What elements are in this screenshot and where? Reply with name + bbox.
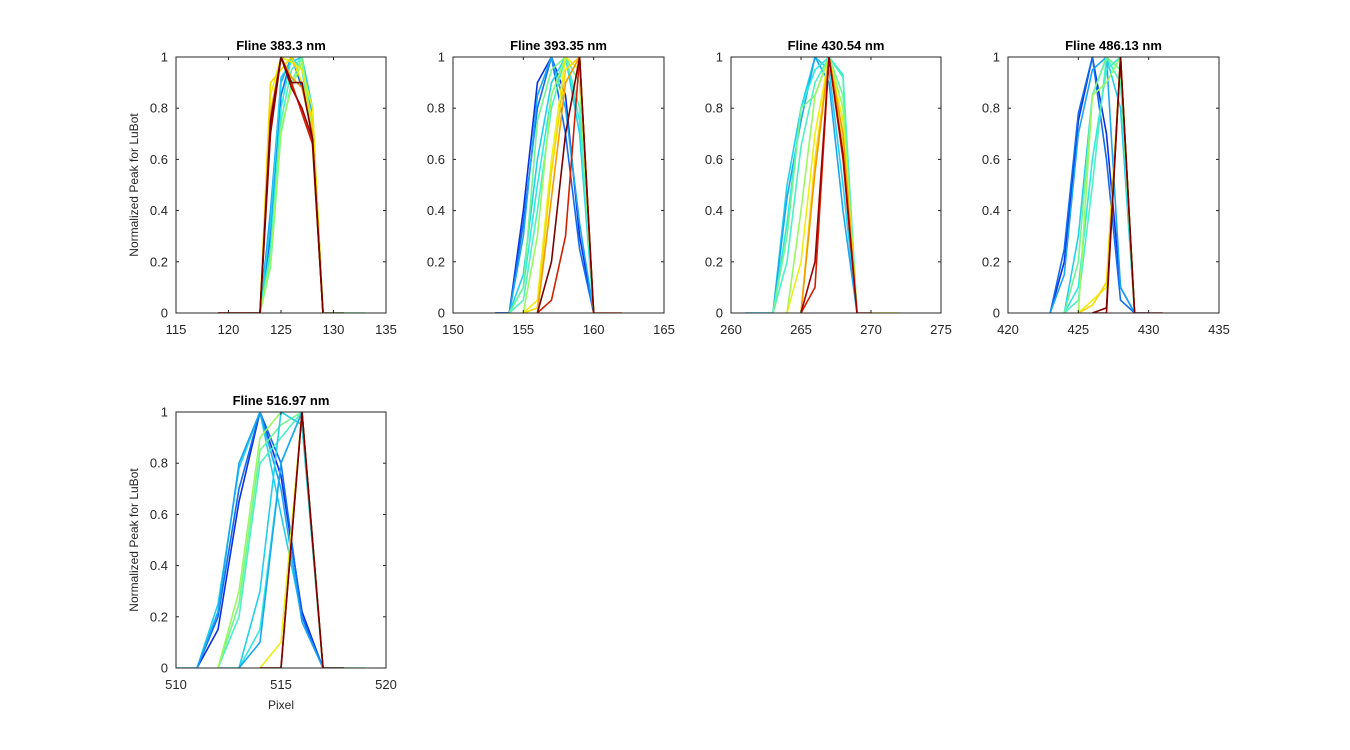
series-group xyxy=(1049,57,1163,313)
series-group xyxy=(176,412,365,668)
y-tick-label: 0.8 xyxy=(705,101,723,116)
y-tick-label: 0 xyxy=(438,306,445,321)
y-tick-label: 0 xyxy=(161,661,168,676)
x-tick-label: 165 xyxy=(653,322,675,337)
series-line-13 xyxy=(218,57,344,313)
y-tick-label: 0.2 xyxy=(150,254,168,269)
subplot-title: Fline 383.3 nm xyxy=(236,38,326,53)
x-tick-label: 155 xyxy=(512,322,534,337)
y-axis-label: Normalized Peak for LuBot xyxy=(127,113,141,257)
y-tick-label: 0.8 xyxy=(150,101,168,116)
series-line-10 xyxy=(259,57,324,313)
y-tick-label: 0.6 xyxy=(150,507,168,522)
subplot-title: Fline 486.13 nm xyxy=(1065,38,1162,53)
y-tick-label: 1 xyxy=(993,50,1000,65)
y-tick-label: 0.2 xyxy=(705,254,723,269)
y-tick-label: 1 xyxy=(161,405,168,420)
y-tick-label: 0.4 xyxy=(982,203,1000,218)
y-tick-label: 0.4 xyxy=(150,558,168,573)
subplot-title: Fline 430.54 nm xyxy=(788,38,885,53)
subplot-2: 150 155 160 165 0 0.2 0.4 0.6 0.8 1 Fline 393.35 n… xyxy=(427,38,675,337)
subplot-4: 420 425 430 435 0 0.2 0.4 0.6 0.8 1 Fline 486.13 n… xyxy=(982,38,1230,337)
series-group xyxy=(218,57,365,313)
y-tick-label: 0.6 xyxy=(427,152,445,167)
series-line-4 xyxy=(1063,57,1149,313)
x-axis-label: Pixel xyxy=(268,698,294,712)
series-line-4 xyxy=(772,57,858,313)
x-tick-label: 520 xyxy=(375,677,397,692)
x-tick-label: 430 xyxy=(1138,322,1160,337)
y-tick-label: 0.2 xyxy=(150,609,168,624)
axes-box xyxy=(452,56,665,314)
y-tick-label: 0.2 xyxy=(982,254,1000,269)
series-line-3 xyxy=(1049,57,1136,313)
y-tick-label: 0.4 xyxy=(705,203,723,218)
series-line-12 xyxy=(536,57,622,313)
subplot-5: 510 515 520 0 0.2 0.4 0.6 0.8 1 Fline 516.97 nm No… xyxy=(127,393,397,712)
y-tick-label: 0.6 xyxy=(150,152,168,167)
y-tick-label: 0.4 xyxy=(150,203,168,218)
y-tick-label: 1 xyxy=(161,50,168,65)
series-group xyxy=(495,57,622,313)
y-tick-label: 1 xyxy=(716,50,723,65)
x-tick-label: 130 xyxy=(323,322,345,337)
x-tick-label: 425 xyxy=(1067,322,1089,337)
subplot-title: Fline 393.35 nm xyxy=(510,38,607,53)
y-tick-label: 0.8 xyxy=(982,101,1000,116)
series-line-7 xyxy=(217,412,365,668)
series-line-2 xyxy=(1049,57,1136,313)
y-tick-label: 0.6 xyxy=(982,152,1000,167)
x-tick-label: 420 xyxy=(997,322,1019,337)
plot-area xyxy=(176,412,386,668)
series-line-9 xyxy=(259,57,324,313)
x-tick-label: 275 xyxy=(930,322,952,337)
x-tick-label: 135 xyxy=(375,322,397,337)
y-tick-label: 0 xyxy=(716,306,723,321)
x-tick-label: 515 xyxy=(270,677,292,692)
y-tick-label: 0.8 xyxy=(150,456,168,471)
x-tick-label: 150 xyxy=(442,322,464,337)
series-line-11 xyxy=(800,57,871,313)
y-tick-label: 0.6 xyxy=(705,152,723,167)
series-line-3 xyxy=(508,57,595,313)
series-line-4 xyxy=(196,412,324,668)
series-line-13 xyxy=(536,57,595,313)
y-tick-label: 0.4 xyxy=(427,203,445,218)
x-tick-label: 125 xyxy=(270,322,292,337)
series-line-3 xyxy=(772,57,858,313)
x-tick-label: 260 xyxy=(720,322,742,337)
subplot-3: 260 265 270 275 0 0.2 0.4 0.6 0.8 1 Fline 430.54 n… xyxy=(705,38,952,337)
series-line-4 xyxy=(508,57,595,313)
axes-box xyxy=(1007,56,1220,314)
x-tick-label: 270 xyxy=(860,322,882,337)
y-tick-label: 0.2 xyxy=(427,254,445,269)
series-line-6 xyxy=(508,57,595,313)
x-tick-label: 435 xyxy=(1208,322,1230,337)
x-tick-label: 120 xyxy=(218,322,240,337)
subplot-title: Fline 516.97 nm xyxy=(233,393,330,408)
subplot-1: 115 120 125 130 135 0 0.2 0.4 0.6 0.8 1 Fline 383.3… xyxy=(127,38,397,337)
series-line-9 xyxy=(800,57,858,313)
y-axis-label: Normalized Peak for LuBot xyxy=(127,468,141,612)
y-tick-label: 1 xyxy=(438,50,445,65)
series-line-2 xyxy=(772,57,858,313)
y-tick-label: 0 xyxy=(993,306,1000,321)
series-group xyxy=(745,57,899,313)
x-tick-label: 265 xyxy=(790,322,812,337)
series-line-7 xyxy=(786,57,858,313)
x-tick-label: 115 xyxy=(166,322,187,337)
y-tick-label: 0.8 xyxy=(427,101,445,116)
y-tick-label: 0 xyxy=(161,306,168,321)
x-tick-label: 160 xyxy=(583,322,605,337)
series-line-12 xyxy=(1092,57,1136,313)
axes-box xyxy=(730,56,942,314)
x-tick-label: 510 xyxy=(165,677,187,692)
